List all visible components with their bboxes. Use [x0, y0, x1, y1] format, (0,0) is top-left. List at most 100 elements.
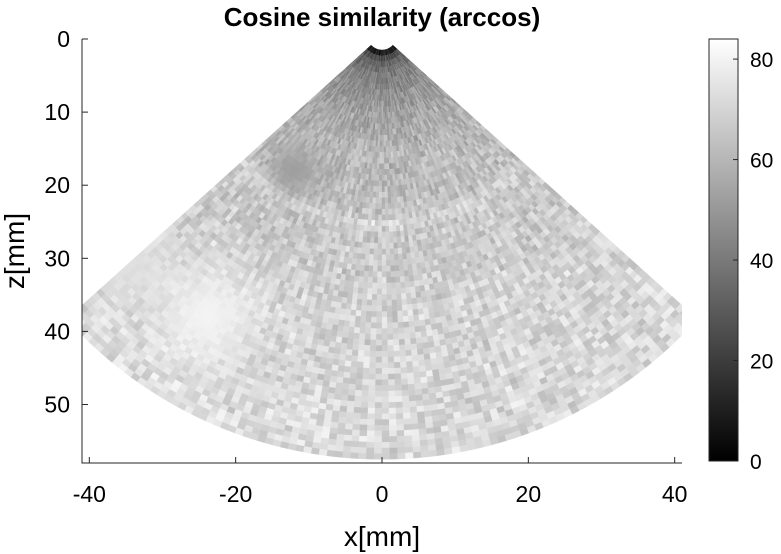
- heatmap-cell: [356, 304, 363, 311]
- heatmap-cell: [392, 219, 397, 227]
- heatmap-cell: [381, 191, 386, 198]
- heatmap-cell: [371, 208, 376, 215]
- heatmap-cell: [369, 197, 374, 204]
- heatmap-cell: [376, 334, 383, 341]
- heatmap-cell: [356, 258, 362, 266]
- heatmap-cell: [386, 288, 392, 295]
- heatmap-cell: [396, 304, 403, 312]
- heatmap-cell: [393, 350, 401, 357]
- heatmap-cell: [404, 275, 410, 283]
- heatmap-cell: [384, 186, 389, 193]
- heatmap-cell: [363, 356, 371, 363]
- heatmap-cell: [381, 299, 388, 307]
- heatmap-cell: [373, 180, 377, 187]
- heatmap-cell: [347, 332, 355, 339]
- heatmap-cell: [400, 281, 406, 289]
- heatmap-cell: [392, 327, 399, 335]
- heatmap-cell: [361, 242, 367, 249]
- heatmap-cell: [377, 282, 383, 289]
- heatmap-cell: [387, 180, 391, 187]
- heatmap-cell: [391, 202, 396, 210]
- heatmap-cell: [366, 196, 371, 204]
- heatmap-cell: [344, 360, 352, 368]
- heatmap-cell: [351, 298, 358, 305]
- heatmap-cell: [335, 336, 343, 344]
- heatmap-cell: [376, 322, 383, 329]
- heatmap-cell: [381, 334, 388, 341]
- heatmap-cell: [405, 292, 412, 300]
- heatmap-cell: [399, 350, 407, 357]
- heatmap-cell: [373, 265, 378, 272]
- heatmap-cell: [388, 208, 393, 215]
- heatmap-cell: [328, 346, 336, 354]
- heatmap-cell: [381, 282, 387, 289]
- heatmap-cell: [353, 281, 360, 288]
- heatmap-cell: [420, 330, 428, 338]
- heatmap-cell: [393, 236, 398, 244]
- heatmap-cell: [333, 313, 341, 320]
- heatmap-cell: [381, 169, 385, 176]
- heatmap-cell: [376, 316, 383, 324]
- heatmap-cell: [369, 362, 377, 369]
- heatmap-cell: [399, 355, 407, 363]
- heatmap-cell: [388, 203, 392, 210]
- heatmap-cell: [365, 208, 370, 215]
- heatmap-cell: [352, 252, 358, 260]
- heatmap-cell: [398, 253, 404, 260]
- heatmap-cell: [361, 304, 368, 312]
- heatmap-cell: [377, 265, 383, 272]
- heatmap-cell: [397, 242, 403, 249]
- heatmap-cell: [409, 280, 416, 288]
- heatmap-cell: [376, 163, 380, 170]
- heatmap-cell: [375, 203, 380, 210]
- heatmap-cell: [426, 329, 434, 337]
- heatmap-cell: [365, 253, 370, 261]
- heatmap-cell: [371, 305, 378, 312]
- heatmap-cell: [360, 316, 367, 323]
- heatmap-cell: [338, 359, 346, 367]
- heatmap-cell: [384, 169, 388, 176]
- heatmap-cell: [364, 219, 369, 226]
- heatmap-cell: [393, 248, 399, 255]
- heatmap-cell: [381, 197, 386, 204]
- heatmap-cell: [379, 163, 383, 170]
- heatmap-cell: [373, 242, 379, 250]
- heatmap-cell: [377, 134, 381, 142]
- heatmap-cell: [411, 349, 419, 356]
- heatmap-cell: [381, 226, 386, 233]
- heatmap-cell: [386, 260, 391, 267]
- heatmap-cell: [349, 320, 356, 328]
- heatmap-cell: [415, 337, 423, 344]
- heatmap-cell: [334, 341, 342, 349]
- heatmap-cell: [411, 297, 418, 305]
- heatmap-cell: [396, 299, 403, 306]
- heatmap-cell: [330, 335, 337, 343]
- heatmap-cell: [356, 253, 362, 260]
- heatmap-cell: [409, 326, 416, 334]
- heatmap-cell: [351, 355, 359, 362]
- heatmap-cell: [375, 208, 379, 215]
- heatmap-cell: [385, 220, 390, 227]
- heatmap-cell: [368, 208, 373, 215]
- heatmap-cell: [393, 344, 400, 352]
- heatmap-cell: [405, 355, 413, 362]
- heatmap-cell: [407, 309, 414, 317]
- heatmap-cell: [361, 247, 367, 255]
- heatmap-cell: [370, 339, 377, 346]
- heatmap-cell: [423, 353, 431, 361]
- heatmap-cell: [367, 219, 372, 227]
- heatmap-cell: [428, 346, 436, 354]
- heatmap-cell: [413, 314, 420, 322]
- heatmap-cell: [327, 352, 335, 360]
- heatmap-cell: [362, 236, 368, 243]
- heatmap-cell: [412, 308, 419, 316]
- heatmap-cell: [368, 202, 373, 210]
- heatmap-cell: [357, 355, 365, 363]
- heatmap-cell: [335, 301, 343, 309]
- heatmap-cell: [381, 328, 388, 335]
- heatmap-cell: [418, 313, 425, 321]
- heatmap-cell: [393, 356, 401, 363]
- heatmap-cell: [374, 157, 378, 164]
- heatmap-cell: [371, 311, 378, 318]
